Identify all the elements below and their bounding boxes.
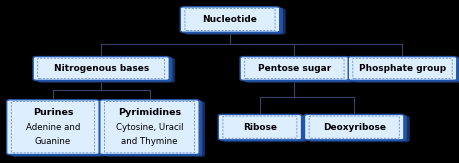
FancyBboxPatch shape — [309, 116, 409, 142]
FancyBboxPatch shape — [185, 9, 285, 34]
FancyBboxPatch shape — [105, 102, 204, 156]
FancyBboxPatch shape — [223, 116, 307, 142]
Text: Nucleotide: Nucleotide — [202, 15, 257, 24]
FancyBboxPatch shape — [36, 58, 172, 81]
FancyBboxPatch shape — [218, 114, 301, 140]
Text: Deoxyribose: Deoxyribose — [322, 123, 385, 132]
FancyBboxPatch shape — [242, 58, 351, 81]
FancyBboxPatch shape — [180, 7, 279, 32]
FancyBboxPatch shape — [7, 100, 99, 155]
Text: Cytosine, Uracil: Cytosine, Uracil — [116, 123, 183, 132]
FancyBboxPatch shape — [347, 57, 456, 80]
FancyBboxPatch shape — [102, 101, 202, 156]
Text: Guanine: Guanine — [35, 137, 71, 146]
Text: Ribose: Ribose — [242, 123, 276, 132]
FancyBboxPatch shape — [307, 115, 406, 141]
FancyBboxPatch shape — [12, 102, 105, 156]
Text: Nitrogenous bases: Nitrogenous bases — [53, 64, 149, 73]
FancyBboxPatch shape — [245, 59, 353, 82]
FancyBboxPatch shape — [350, 58, 459, 81]
FancyBboxPatch shape — [33, 57, 169, 80]
FancyBboxPatch shape — [100, 100, 199, 155]
FancyBboxPatch shape — [183, 8, 282, 33]
Text: Pyrimidines: Pyrimidines — [118, 108, 181, 117]
FancyBboxPatch shape — [353, 59, 459, 82]
Text: Pentose sugar: Pentose sugar — [257, 64, 330, 73]
FancyBboxPatch shape — [39, 59, 174, 82]
FancyBboxPatch shape — [220, 115, 304, 141]
Text: Purines: Purines — [33, 108, 73, 117]
FancyBboxPatch shape — [10, 101, 102, 156]
Text: and Thymine: and Thymine — [121, 137, 177, 146]
FancyBboxPatch shape — [304, 114, 403, 140]
Text: Phosphate group: Phosphate group — [358, 64, 445, 73]
FancyBboxPatch shape — [240, 57, 348, 80]
Text: Adenine and: Adenine and — [26, 123, 80, 132]
